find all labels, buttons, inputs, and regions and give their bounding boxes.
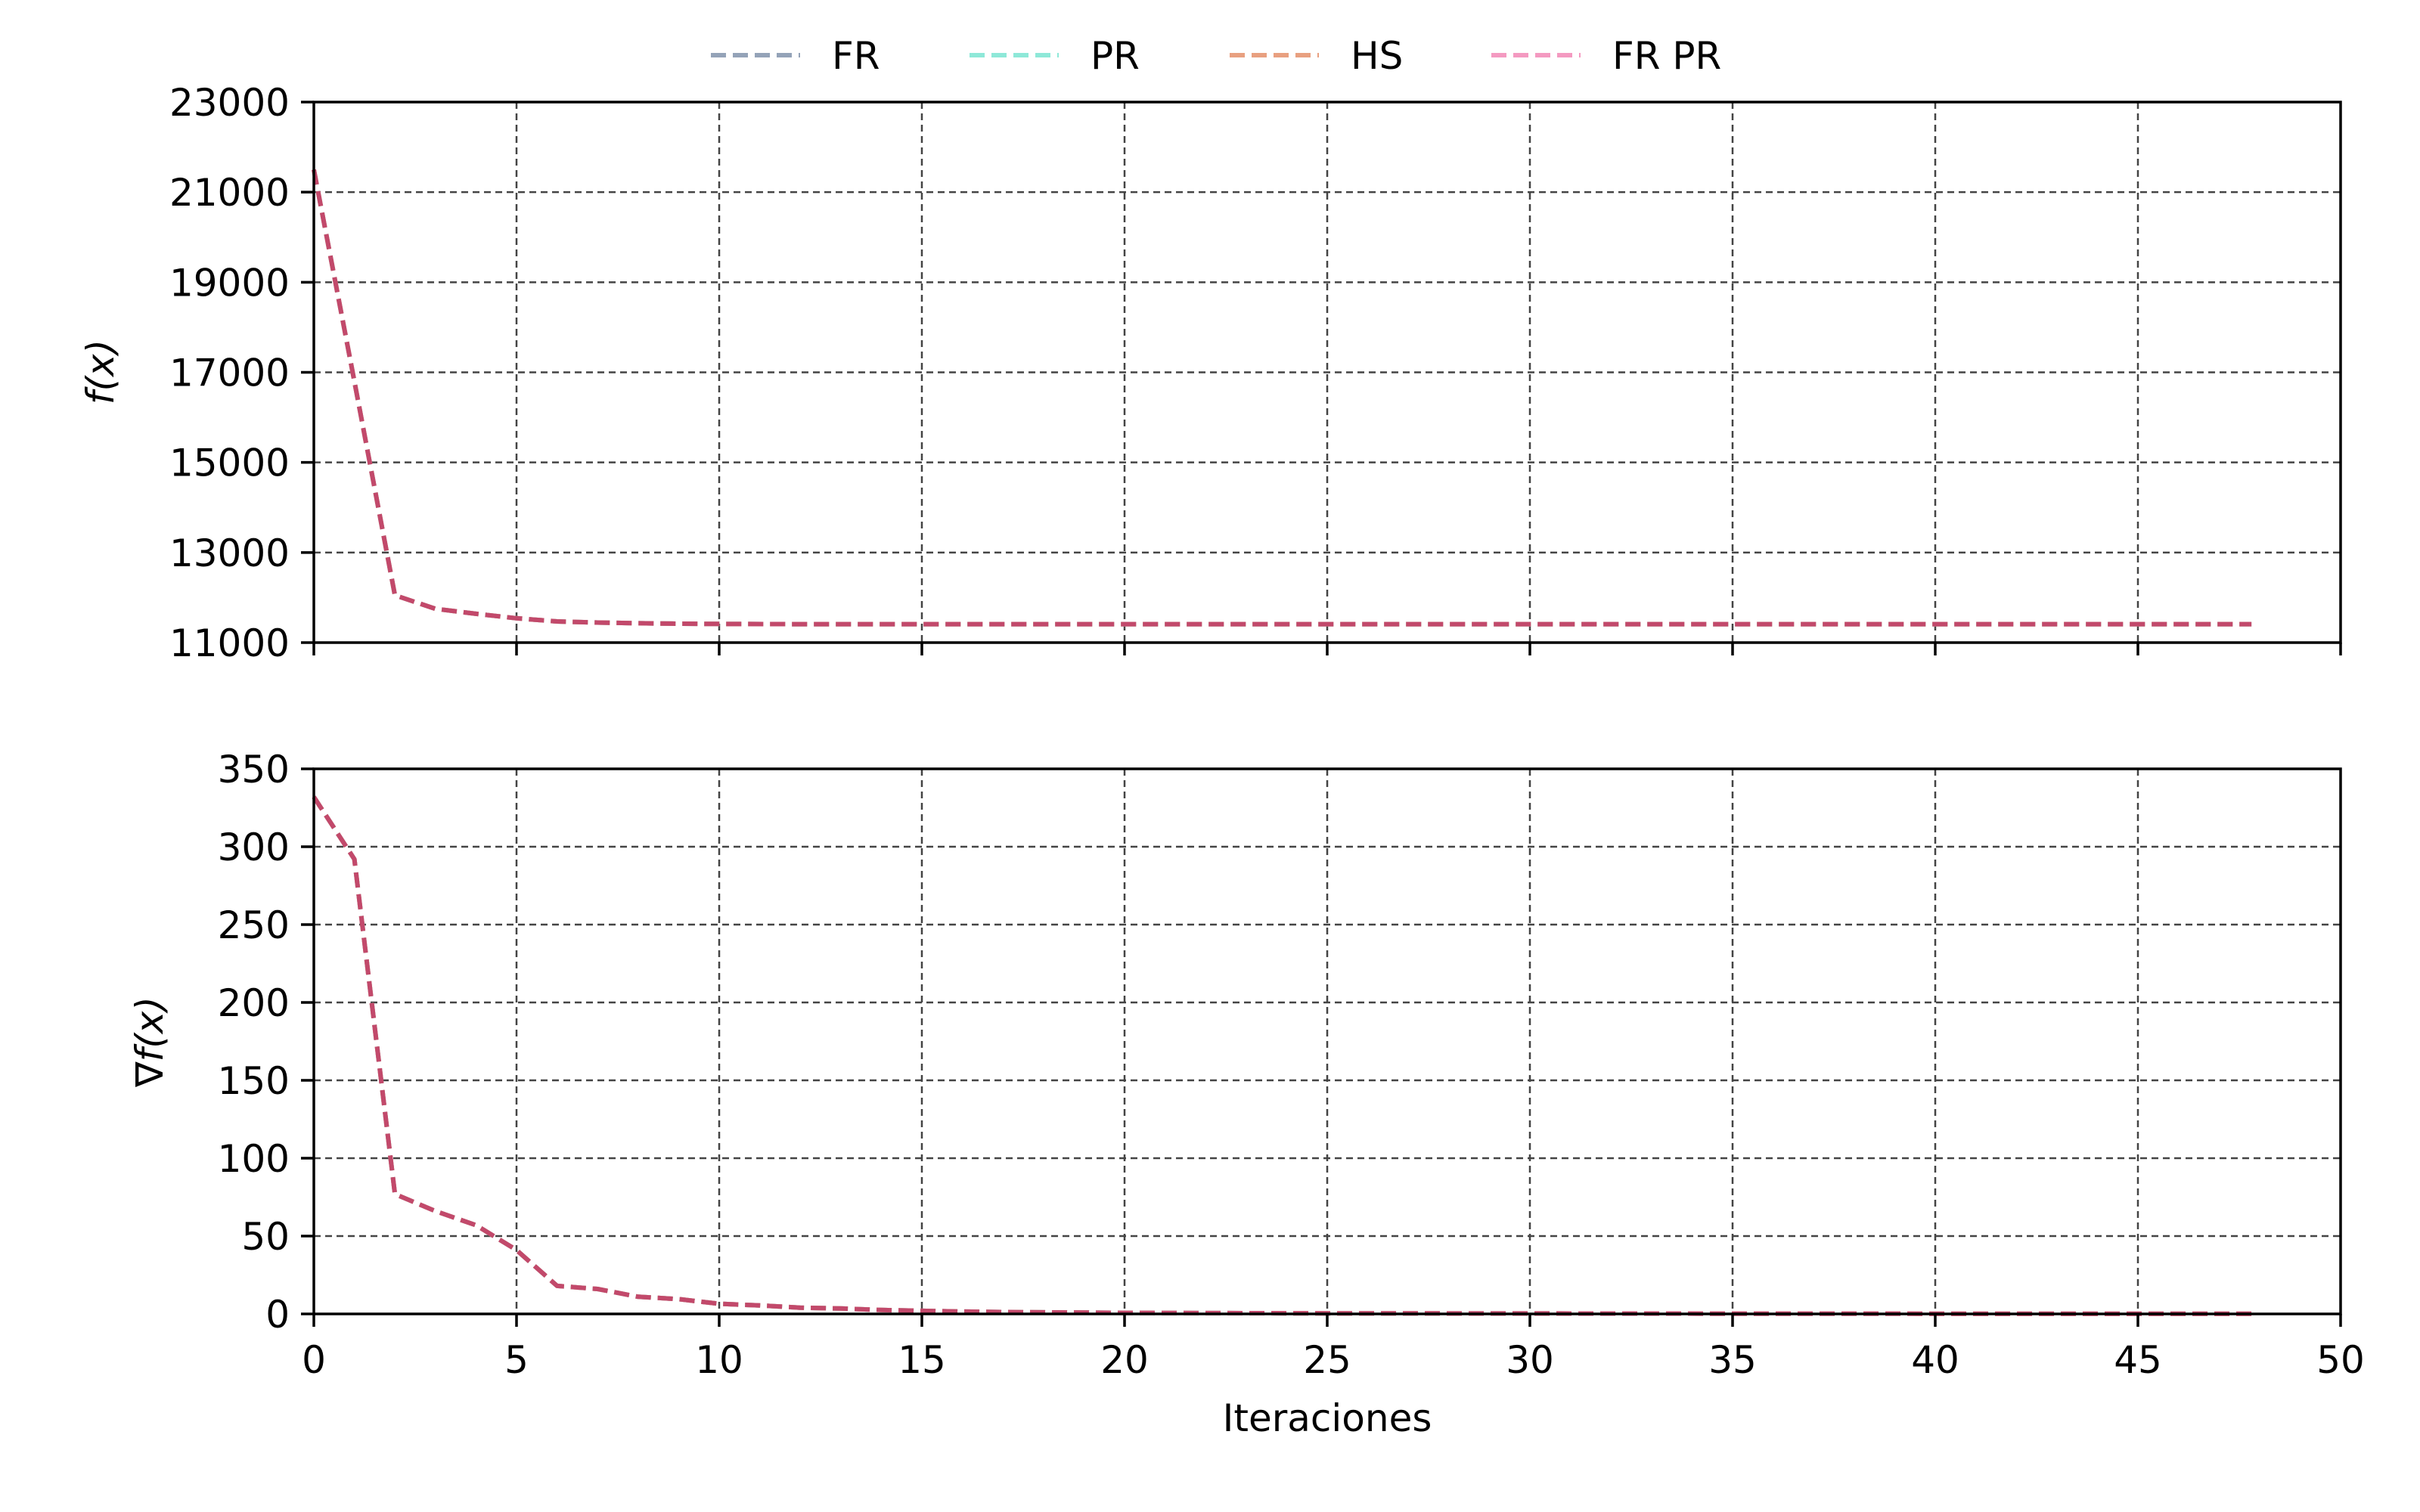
y-tick-label: 100	[218, 1137, 290, 1181]
x-tick-label: 20	[1100, 1338, 1149, 1382]
legend-label: FR PR	[1612, 34, 1721, 78]
x-tick-label: 0	[302, 1338, 326, 1382]
x-tick-label: 25	[1303, 1338, 1351, 1382]
y-tick-label: 150	[218, 1059, 290, 1103]
y-tick-label: 0	[265, 1293, 290, 1337]
series-line-hs	[312, 169, 2252, 627]
x-tick-label: 40	[1911, 1338, 1959, 1382]
y-tick-label: 11000	[169, 621, 290, 665]
y-tick-label: 23000	[169, 81, 290, 125]
y-axis-label: ∇f(x)	[128, 996, 172, 1088]
y-tick-label: 350	[218, 748, 290, 792]
y-tick-label: 200	[218, 981, 290, 1025]
legend-label: PR	[1091, 34, 1140, 78]
y-tick-label: 13000	[169, 531, 290, 575]
y-tick-label: 21000	[169, 171, 290, 215]
legend-label: HS	[1351, 34, 1403, 78]
series-line-fr-pr	[312, 169, 2252, 627]
legend: FR PR HS FR PR	[711, 34, 1721, 78]
x-axis-label: Iteraciones	[1223, 1396, 1432, 1440]
y-tick-label: 250	[218, 903, 290, 947]
series-line-fr	[312, 169, 2252, 627]
x-tick-label: 10	[695, 1338, 743, 1382]
chart-panel-objective: 11000 13000 15000 17000 19000 21000 23000 f(x)	[79, 81, 2342, 665]
chart-panel-gradient: 0 5 10 15 20 25 30 35 40 45 50 0 50 100 150 200 250 300 35…	[128, 748, 2365, 1440]
legend-label: FR	[832, 34, 880, 78]
x-tick-label: 35	[1708, 1338, 1757, 1382]
y-tick-label: 19000	[169, 261, 290, 305]
x-tick-label: 5	[504, 1338, 529, 1382]
y-axis-label: f(x)	[79, 339, 123, 404]
series-line-pr	[312, 169, 2252, 627]
y-tick-label: 15000	[169, 442, 290, 485]
x-tick-label: 45	[2114, 1338, 2162, 1382]
x-tick-label: 50	[2316, 1338, 2365, 1382]
y-tick-label: 17000	[169, 352, 290, 395]
x-tick-label: 30	[1506, 1338, 1554, 1382]
y-tick-label: 50	[241, 1215, 290, 1259]
x-tick-label: 15	[898, 1338, 946, 1382]
y-tick-label: 300	[218, 826, 290, 869]
